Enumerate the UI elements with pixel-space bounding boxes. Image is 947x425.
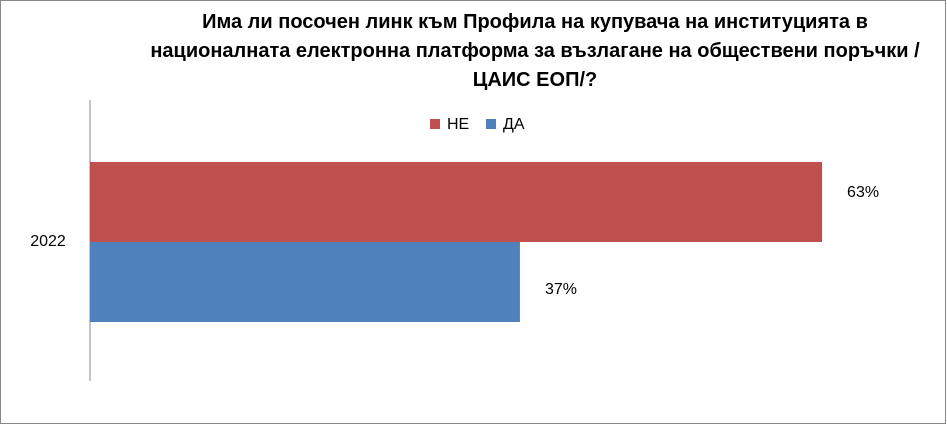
legend-label: НЕ xyxy=(447,116,469,133)
y-tick-label: 2022 xyxy=(30,233,66,250)
legend-swatch xyxy=(430,119,440,129)
bar xyxy=(90,162,823,242)
data-label: 63% xyxy=(847,184,879,201)
legend-swatch xyxy=(486,119,496,129)
legend-label: ДА xyxy=(503,116,525,133)
chart-title: Има ли посочен линк към Профила на купув… xyxy=(150,11,920,91)
data-label: 37% xyxy=(545,281,577,298)
bar xyxy=(90,242,520,322)
